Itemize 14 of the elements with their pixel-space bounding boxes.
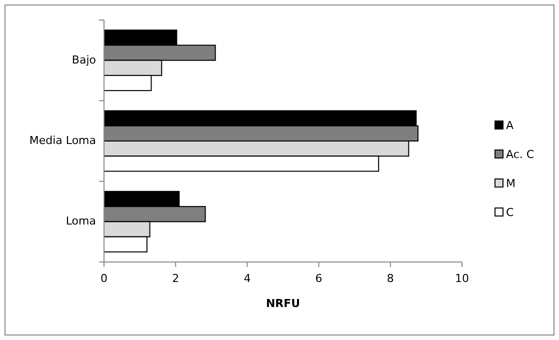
x-tick-label: 2	[172, 272, 180, 285]
x-axis-title: NRFU	[266, 297, 300, 310]
legend-label: C	[506, 206, 514, 220]
x-tick-label: 0	[100, 272, 108, 285]
legend-label: M	[506, 177, 516, 190]
y-tick-label: Loma	[66, 214, 96, 228]
x-tick-label: 6	[315, 272, 322, 285]
y-tick-label: Media Loma	[29, 134, 96, 148]
x-tick-label: 10	[455, 272, 469, 285]
x-tick-label: 4	[244, 272, 251, 285]
legend-label: Ac. C	[506, 148, 534, 162]
y-tick-label: Bajo	[72, 53, 96, 66]
legend-label: A	[506, 119, 514, 132]
x-tick-label: 8	[386, 272, 394, 285]
